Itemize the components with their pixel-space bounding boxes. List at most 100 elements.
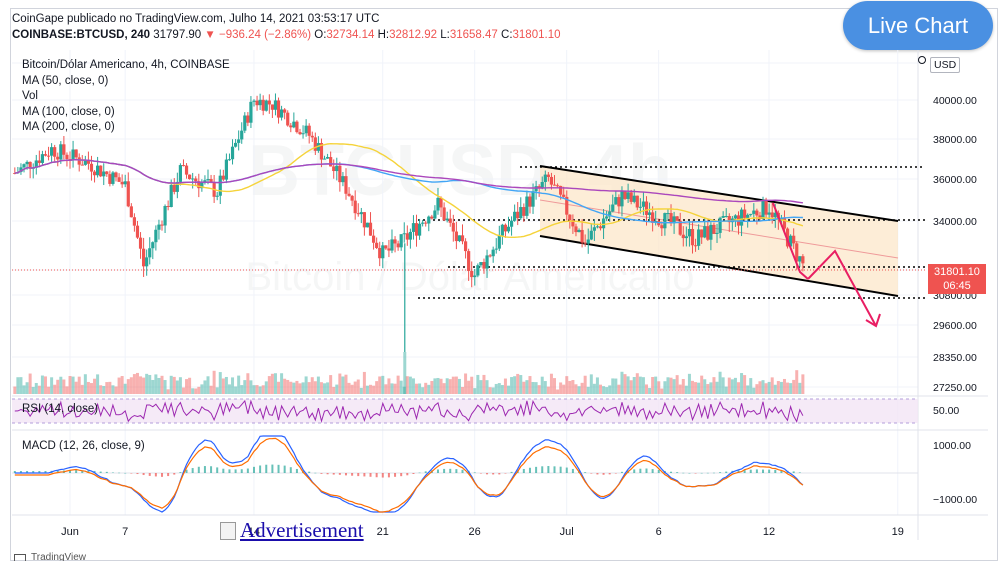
candle-body xyxy=(675,216,679,221)
volume-bar xyxy=(206,376,210,394)
candle-body xyxy=(476,265,480,276)
volume-bar xyxy=(500,385,504,394)
volume-bar xyxy=(111,385,115,394)
candle-body xyxy=(157,224,161,230)
volume-bar xyxy=(96,374,100,394)
volume-bar xyxy=(273,373,277,394)
volume-bar xyxy=(549,373,553,394)
macd-signal-line xyxy=(14,437,804,513)
currency-label[interactable]: USD xyxy=(930,57,961,73)
high-value: 32812.92 xyxy=(389,29,438,41)
candle-body xyxy=(120,181,124,185)
ma200-line xyxy=(14,158,803,204)
volume-bar xyxy=(776,381,780,394)
macd-histogram-bar xyxy=(571,468,574,473)
macd-histogram-bar xyxy=(197,466,200,473)
rsi-label: RSI (14, close) xyxy=(22,403,99,415)
volume-bar xyxy=(396,375,400,394)
volume-bar xyxy=(403,352,407,394)
candle-body xyxy=(393,239,397,244)
candle-body xyxy=(727,216,731,223)
candle-body xyxy=(482,262,486,269)
candle-body xyxy=(405,233,409,240)
volume-bar xyxy=(792,379,796,394)
candle-body xyxy=(411,223,416,232)
volume-bar xyxy=(657,381,661,394)
candle-body xyxy=(690,228,695,246)
candle-body xyxy=(608,211,612,217)
candle-body xyxy=(188,174,192,180)
volume-bar xyxy=(53,384,57,394)
candle-body xyxy=(758,215,762,219)
macd-line xyxy=(14,435,804,513)
candle-body xyxy=(479,262,483,266)
volume-bar xyxy=(359,387,363,394)
high-label: H: xyxy=(377,29,390,41)
candle-body xyxy=(733,215,738,219)
candle-body xyxy=(194,178,198,182)
volume-bar xyxy=(507,385,511,394)
macd-histogram-bar xyxy=(676,472,679,473)
candle-body xyxy=(178,165,183,182)
candle-body xyxy=(387,248,391,251)
volume-bar xyxy=(408,376,412,394)
candle-body xyxy=(206,179,210,181)
candle-body xyxy=(559,185,563,195)
macd-histogram-bar xyxy=(657,469,660,473)
rsi-line xyxy=(14,399,804,424)
candle-body xyxy=(451,222,455,232)
candle-body xyxy=(255,100,259,106)
candle-body xyxy=(142,248,146,267)
candle-body xyxy=(417,223,422,236)
candle-body xyxy=(549,176,554,185)
macd-histogram-bar xyxy=(295,468,298,473)
candle-body xyxy=(660,225,664,229)
candle-body xyxy=(105,171,109,175)
candle-body xyxy=(283,109,287,113)
macd-histogram-bar xyxy=(651,469,654,473)
open-value: 32734.14 xyxy=(326,29,375,41)
volume-bar xyxy=(727,377,731,394)
macd-histogram-bar xyxy=(130,473,133,474)
candle-body xyxy=(53,147,57,157)
candle-body xyxy=(129,206,133,218)
symbol: COINBASE:BTCUSD, 240 xyxy=(12,29,151,41)
volume-bar xyxy=(151,379,155,394)
macd-histogram-bar xyxy=(541,466,544,473)
volume-bar xyxy=(231,377,235,394)
settings-gear-icon[interactable] xyxy=(918,56,926,64)
volume-bar xyxy=(221,378,225,394)
candle-body xyxy=(151,242,155,249)
advertisement-link[interactable]: Advertisement xyxy=(220,518,364,543)
candle-body xyxy=(424,222,428,224)
candle-body xyxy=(571,220,575,227)
candle-body xyxy=(497,235,501,249)
macd-histogram-bar xyxy=(118,472,121,474)
candle-body xyxy=(111,172,115,184)
volume-bar xyxy=(436,377,440,394)
candle-body xyxy=(568,214,572,221)
volume-bar xyxy=(519,375,523,394)
rsi-band xyxy=(12,399,918,423)
volume-bar xyxy=(80,384,84,394)
candle-body xyxy=(13,173,17,174)
candle-body xyxy=(126,181,130,207)
macd-histogram-bar xyxy=(394,473,397,477)
price-axis-label: 34000.00 xyxy=(933,216,977,228)
candle-body xyxy=(286,112,290,126)
volume-bar xyxy=(89,383,93,394)
macd-histogram-bar xyxy=(590,473,593,474)
candle-body xyxy=(439,197,443,208)
candle-body xyxy=(384,245,388,249)
volume-bar xyxy=(592,383,596,394)
volume-bar xyxy=(237,375,241,394)
candle-body xyxy=(528,196,532,207)
macd-histogram-bar xyxy=(38,471,41,473)
live-chart-button[interactable]: Live Chart xyxy=(843,1,993,50)
candle-body xyxy=(270,104,274,110)
volume-bar xyxy=(289,381,293,394)
candle-body xyxy=(132,217,137,226)
macd-histogram-bar xyxy=(492,473,495,475)
candle-body xyxy=(381,245,385,259)
